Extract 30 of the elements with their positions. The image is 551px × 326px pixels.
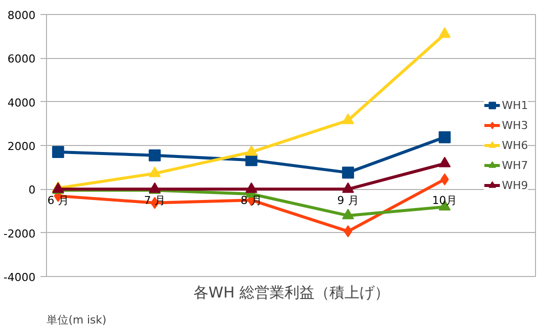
- point: [342, 114, 354, 124]
- point: [438, 27, 451, 38]
- x-tick-label: 6 月: [47, 194, 69, 208]
- legend-label: WH1: [502, 98, 528, 112]
- y-tick-label: 0: [28, 184, 36, 197]
- text: 各WH 総営業利益（積上げ）: [194, 284, 390, 302]
- point: [342, 182, 354, 193]
- point: [438, 156, 451, 168]
- y-tick-label: 2000: [8, 140, 36, 153]
- point: [438, 131, 451, 144]
- y-tick-label: -4000: [4, 271, 36, 284]
- legend-label: WH3: [502, 118, 528, 132]
- point: [344, 225, 352, 238]
- legend-label: WH7: [502, 158, 528, 172]
- point: [245, 182, 258, 193]
- point: [148, 166, 161, 178]
- text: 単位(m isk): [46, 314, 106, 326]
- point: [245, 145, 258, 156]
- y-tick-label: 8000: [8, 9, 36, 22]
- point: [148, 149, 161, 162]
- y-tick-label: -2000: [4, 227, 36, 240]
- x-tick-label: 10月: [432, 194, 458, 208]
- point: [342, 208, 354, 220]
- point: [52, 146, 64, 158]
- legend-label: WH6: [502, 138, 528, 152]
- point: [342, 166, 354, 179]
- x-tick-label: 9 月: [337, 194, 359, 208]
- y-tick-label: 4000: [8, 96, 36, 110]
- legend-label: WH9: [502, 178, 528, 192]
- y-tick-label: 6000: [8, 52, 36, 66]
